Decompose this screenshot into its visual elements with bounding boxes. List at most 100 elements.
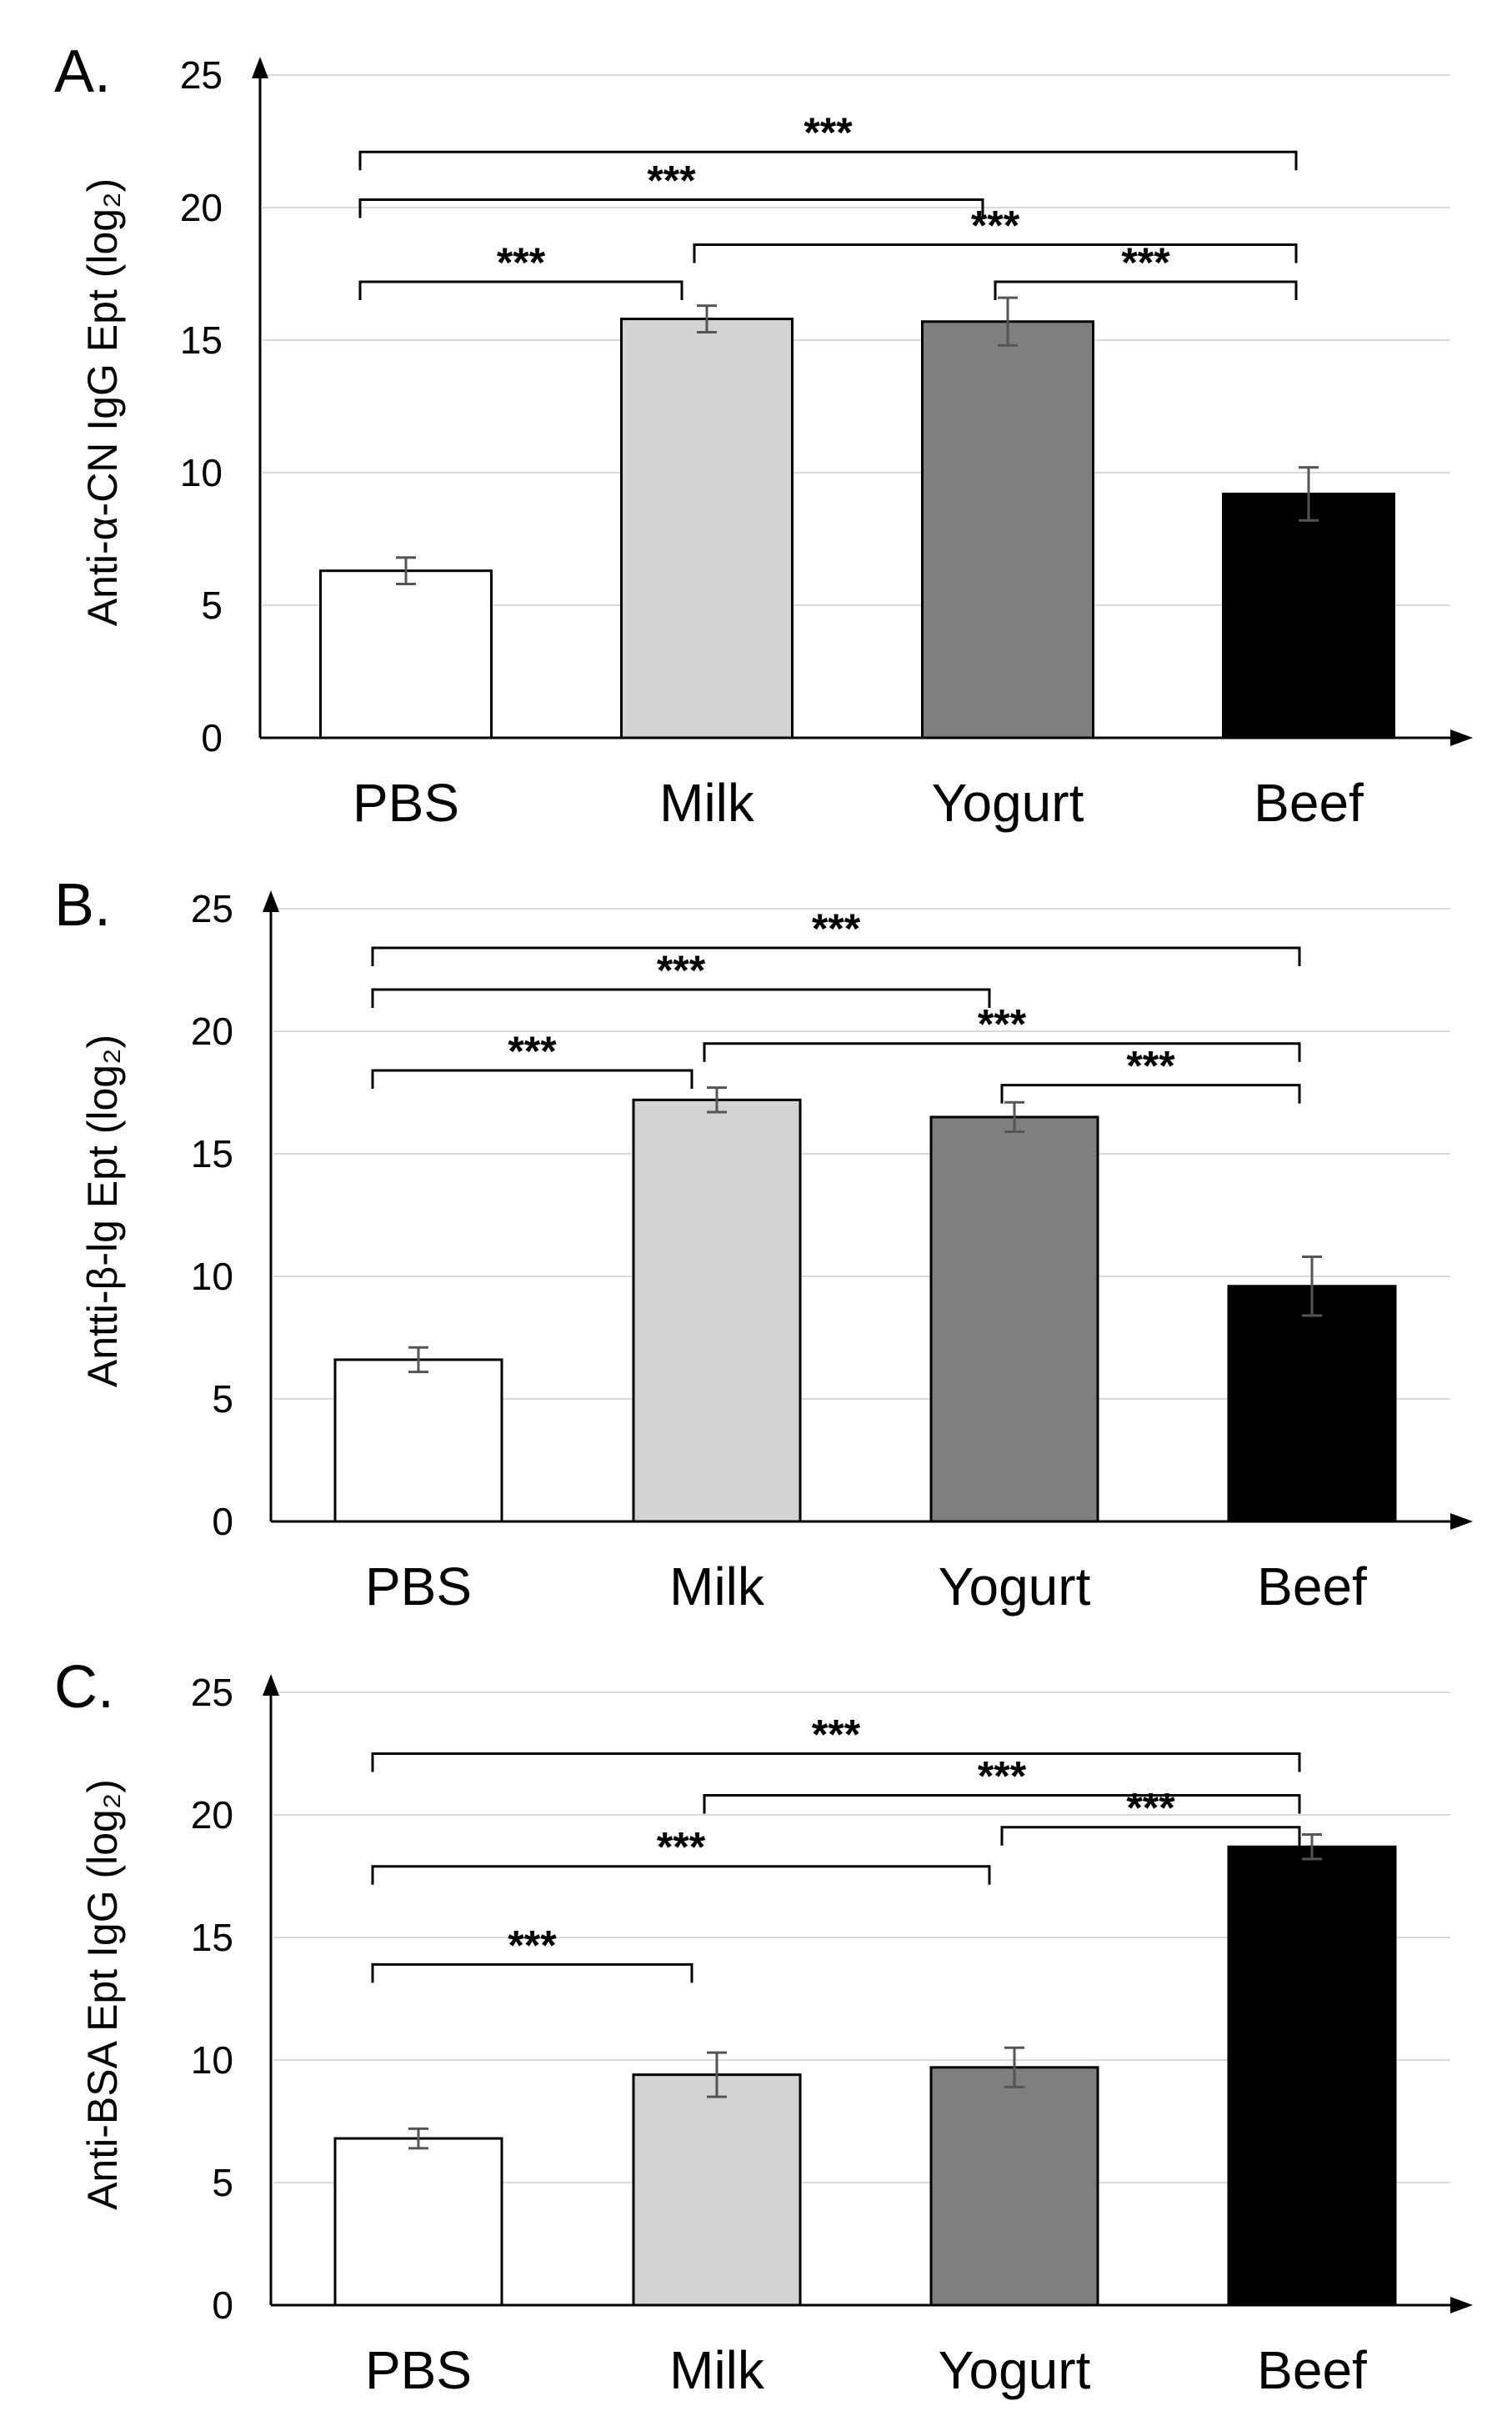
- category-label: Milk: [669, 2340, 765, 2400]
- category-label: Beef: [1257, 2340, 1367, 2400]
- y-tick-label: 25: [191, 887, 233, 930]
- significance-label: ***: [1126, 1785, 1175, 1832]
- panel-label: B.: [54, 872, 111, 939]
- error-bar-beef: [1299, 466, 1319, 522]
- y-axis-label: Anti-BSA Ept IgG (log₂): [79, 1779, 126, 2210]
- significance-label: ***: [1126, 1043, 1175, 1090]
- category-label: Yogurt: [939, 1556, 1091, 1616]
- y-tick-label: 25: [180, 53, 223, 97]
- y-tick-label: 20: [191, 1010, 233, 1053]
- significance-label: ***: [508, 1922, 557, 1968]
- y-tick-label: 15: [180, 318, 223, 362]
- significance-bracket: ***: [358, 157, 984, 218]
- significance-label: ***: [508, 1028, 557, 1075]
- error-bar-yogurt: [1004, 2046, 1024, 2088]
- bar-milk: [620, 318, 794, 739]
- significance-bracket: ***: [371, 905, 1301, 967]
- bar-beef: [1227, 1845, 1397, 2307]
- y-tick-label: 10: [180, 451, 223, 494]
- category-label: PBS: [365, 2340, 472, 2400]
- category-label: Milk: [659, 773, 755, 833]
- significance-label: ***: [804, 109, 853, 156]
- y-axis-arrow: [252, 57, 268, 78]
- y-tick-label: 5: [212, 2161, 233, 2204]
- error-bar-milk: [707, 2051, 727, 2098]
- error-bar-pbs: [408, 2127, 428, 2150]
- category-label: PBS: [365, 1556, 472, 1616]
- panel-label: C.: [54, 1654, 114, 1721]
- chart-panel-2: B. 0 5 10 15 20 25 Antti-β-lg Ept (log₂) PBS Milk…: [54, 872, 1473, 1616]
- y-tick-label: 10: [191, 2038, 233, 2082]
- significance-bracket: ***: [371, 1028, 693, 1090]
- bar-milk: [632, 2073, 802, 2307]
- y-axis-label: Antti-β-lg Ept (log₂): [79, 1035, 126, 1387]
- error-bar-pbs: [408, 1346, 428, 1374]
- category-label: Beef: [1254, 773, 1364, 833]
- significance-label: ***: [812, 1712, 861, 1758]
- significance-label: ***: [812, 905, 861, 952]
- y-axis-arrow: [263, 890, 279, 912]
- category-label: PBS: [353, 773, 459, 833]
- panel-label: A.: [54, 38, 111, 105]
- error-bar-milk: [707, 1086, 727, 1114]
- significance-bracket: ***: [358, 239, 683, 301]
- significance-bracket: ***: [1000, 1043, 1301, 1104]
- significance-bracket: ***: [994, 239, 1298, 301]
- bar-yogurt: [929, 1115, 1099, 1523]
- significance-label: ***: [978, 1752, 1027, 1799]
- y-tick-label: 25: [191, 1671, 233, 1714]
- significance-label: ***: [978, 1001, 1027, 1048]
- y-tick-label: 0: [212, 1500, 233, 1543]
- y-tick-label: 15: [191, 1916, 233, 1959]
- chart-panel-1: A. 0 5 10 15 20 25 Anti-α-CN IgG Ept (log₂) PBS M…: [54, 38, 1473, 833]
- error-bar-beef: [1302, 1255, 1322, 1317]
- error-bar-pbs: [396, 556, 416, 586]
- significance-label: ***: [657, 1824, 706, 1871]
- significance-bracket: ***: [371, 947, 991, 1009]
- significance-label: ***: [497, 239, 546, 286]
- significance-bracket: ***: [371, 1922, 693, 1983]
- significance-bracket: ***: [371, 1824, 991, 1885]
- category-label: Yogurt: [932, 773, 1084, 833]
- bar-pbs: [333, 2137, 503, 2307]
- significance-bracket: ***: [1000, 1785, 1301, 1846]
- category-label: Milk: [669, 1556, 765, 1616]
- significance-bracket: ***: [693, 203, 1298, 263]
- significance-bracket: ***: [358, 109, 1298, 171]
- x-axis-arrow: [1450, 729, 1473, 746]
- y-tick-label: 0: [212, 2283, 233, 2327]
- x-axis-arrow: [1450, 2297, 1473, 2313]
- y-axis-label: Anti-α-CN IgG Ept (log₂): [79, 178, 126, 626]
- bar-milk: [632, 1098, 802, 1523]
- y-axis-arrow: [263, 1674, 279, 1696]
- x-axis-arrow: [1450, 1513, 1473, 1530]
- significance-label: ***: [647, 157, 696, 203]
- error-bar-yogurt: [998, 296, 1018, 347]
- bar-yogurt: [921, 320, 1094, 739]
- significance-label: ***: [657, 947, 706, 994]
- bar-pbs: [319, 569, 493, 739]
- y-tick-label: 0: [201, 716, 223, 759]
- category-label: Yogurt: [939, 2340, 1091, 2400]
- significance-bracket: ***: [703, 1752, 1301, 1814]
- error-bar-beef: [1302, 1833, 1322, 1861]
- bar-beef: [1222, 492, 1395, 739]
- error-bar-yogurt: [1004, 1100, 1024, 1134]
- bar-yogurt: [929, 2066, 1099, 2307]
- bar-beef: [1227, 1285, 1397, 1523]
- error-bar-milk: [697, 304, 717, 333]
- category-label: Beef: [1257, 1556, 1367, 1616]
- y-tick-label: 10: [191, 1255, 233, 1298]
- significance-bracket: ***: [703, 1001, 1301, 1062]
- y-tick-label: 5: [212, 1377, 233, 1421]
- y-tick-label: 15: [191, 1132, 233, 1175]
- bar-pbs: [333, 1358, 503, 1523]
- significance-label: ***: [1121, 239, 1170, 286]
- y-tick-label: 20: [180, 186, 223, 229]
- significance-label: ***: [971, 203, 1020, 249]
- y-tick-label: 5: [201, 584, 223, 627]
- y-tick-label: 20: [191, 1793, 233, 1837]
- chart-panel-3: C. 0 5 10 15 20 25 Anti-BSA Ept IgG (log₂) PBS Mi…: [54, 1654, 1473, 2400]
- significance-bracket: ***: [371, 1712, 1301, 1772]
